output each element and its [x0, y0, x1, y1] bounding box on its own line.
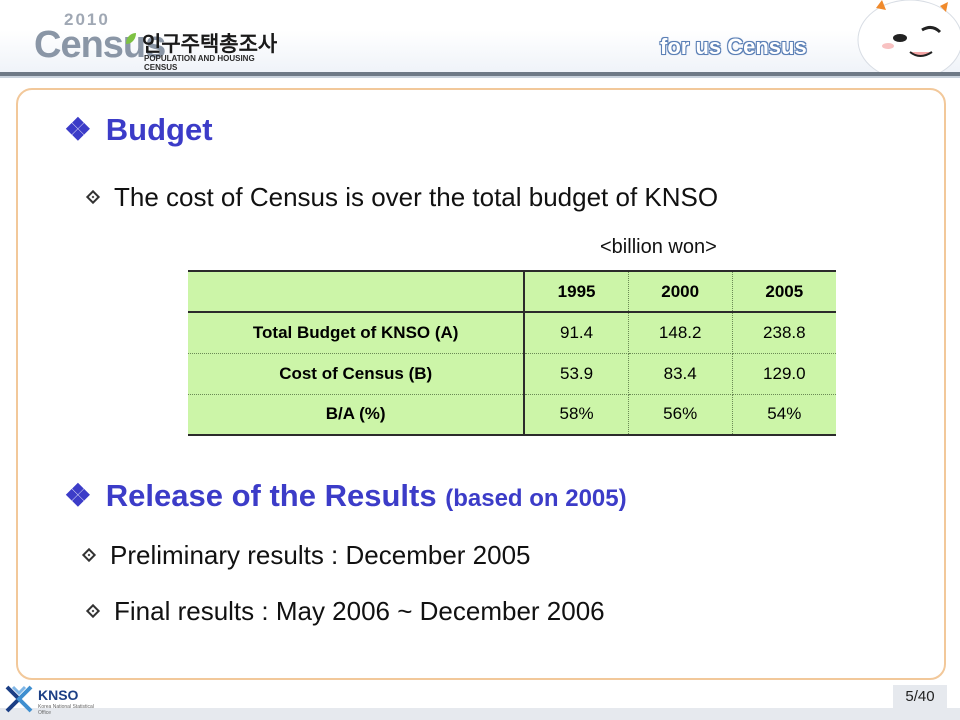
table-cell: 56%: [628, 394, 733, 436]
logo-subtitle: POPULATION AND HOUSING CENSUS: [144, 54, 255, 72]
preliminary-bullet: Preliminary results : December 2005: [81, 540, 531, 571]
diamond-bullet-icon: [85, 603, 101, 619]
knso-mark-icon: [5, 685, 33, 713]
knso-subtitle: Korea National Statistical Office: [38, 704, 94, 716]
budget-heading-text: Budget: [105, 112, 213, 147]
table-corner-cell: [188, 270, 526, 313]
table-cell: 83.4: [628, 353, 733, 395]
diamond-bullet-icon: [81, 547, 97, 563]
four-diamond-icon: ❖: [64, 478, 92, 513]
knso-name: KNSO: [38, 687, 79, 703]
four-diamond-icon: ❖: [64, 112, 92, 147]
logo-word: Census: [34, 24, 166, 66]
table-row: Cost of Census (B) 53.9 83.4 129.0: [188, 353, 836, 395]
unit-note: <billion won>: [600, 236, 717, 258]
mascot-icon: [857, 0, 960, 76]
release-heading: ❖ Release of the Results (based on 2005): [64, 478, 627, 514]
header-rule-light: [0, 76, 960, 78]
row-label: Cost of Census (B): [188, 353, 526, 395]
year-1995: 1995: [524, 270, 629, 313]
row-label: Total Budget of KNSO (A): [188, 312, 526, 354]
table-cell: 54%: [732, 394, 836, 436]
budget-heading: ❖ Budget: [64, 112, 213, 148]
row-label: B/A (%): [188, 394, 526, 436]
logo-korean: 인구주택총조사: [142, 32, 278, 56]
final-bullet: Final results : May 2006 ~ December 2006: [85, 596, 605, 627]
preliminary-text: Preliminary results : December 2005: [110, 540, 531, 570]
table-cell: 58%: [524, 394, 629, 436]
logo-year: 2010: [64, 10, 110, 29]
release-heading-text: Release of the Results: [105, 478, 437, 513]
table-header-row: 1995 2000 2005: [188, 270, 836, 313]
tagline: for us Census: [660, 34, 807, 59]
diamond-bullet-icon: [85, 189, 101, 205]
census-logo: 2010 Census 인구주택총조사 POPULATION AND HOUSI…: [34, 10, 284, 72]
release-heading-sub: (based on 2005): [445, 485, 627, 512]
table-cell: 91.4: [524, 312, 629, 354]
year-2000: 2000: [628, 270, 733, 313]
leaf-icon: [126, 33, 136, 44]
header-rule: [0, 72, 960, 76]
year-2005: 2005: [732, 270, 836, 313]
page-number: 5/40: [893, 685, 947, 709]
cost-bullet: The cost of Census is over the total bud…: [85, 182, 719, 213]
table-row: Total Budget of KNSO (A) 91.4 148.2 238.…: [188, 312, 836, 354]
footer-bar: [0, 708, 960, 720]
header: 2010 Census 인구주택총조사 POPULATION AND HOUSI…: [0, 0, 960, 78]
table-cell: 148.2: [628, 312, 733, 354]
table-cell: 238.8: [732, 312, 836, 354]
cost-text: The cost of Census is over the total bud…: [114, 182, 719, 212]
budget-table: 1995 2000 2005 Total Budget of KNSO (A) …: [188, 270, 836, 436]
table-cell: 53.9: [524, 353, 629, 395]
table-cell: 129.0: [732, 353, 836, 395]
knso-logo: KNSO Korea National Statistical Office: [4, 684, 104, 718]
table-row: B/A (%) 58% 56% 54%: [188, 394, 836, 436]
final-text: Final results : May 2006 ~ December 2006: [114, 596, 605, 626]
